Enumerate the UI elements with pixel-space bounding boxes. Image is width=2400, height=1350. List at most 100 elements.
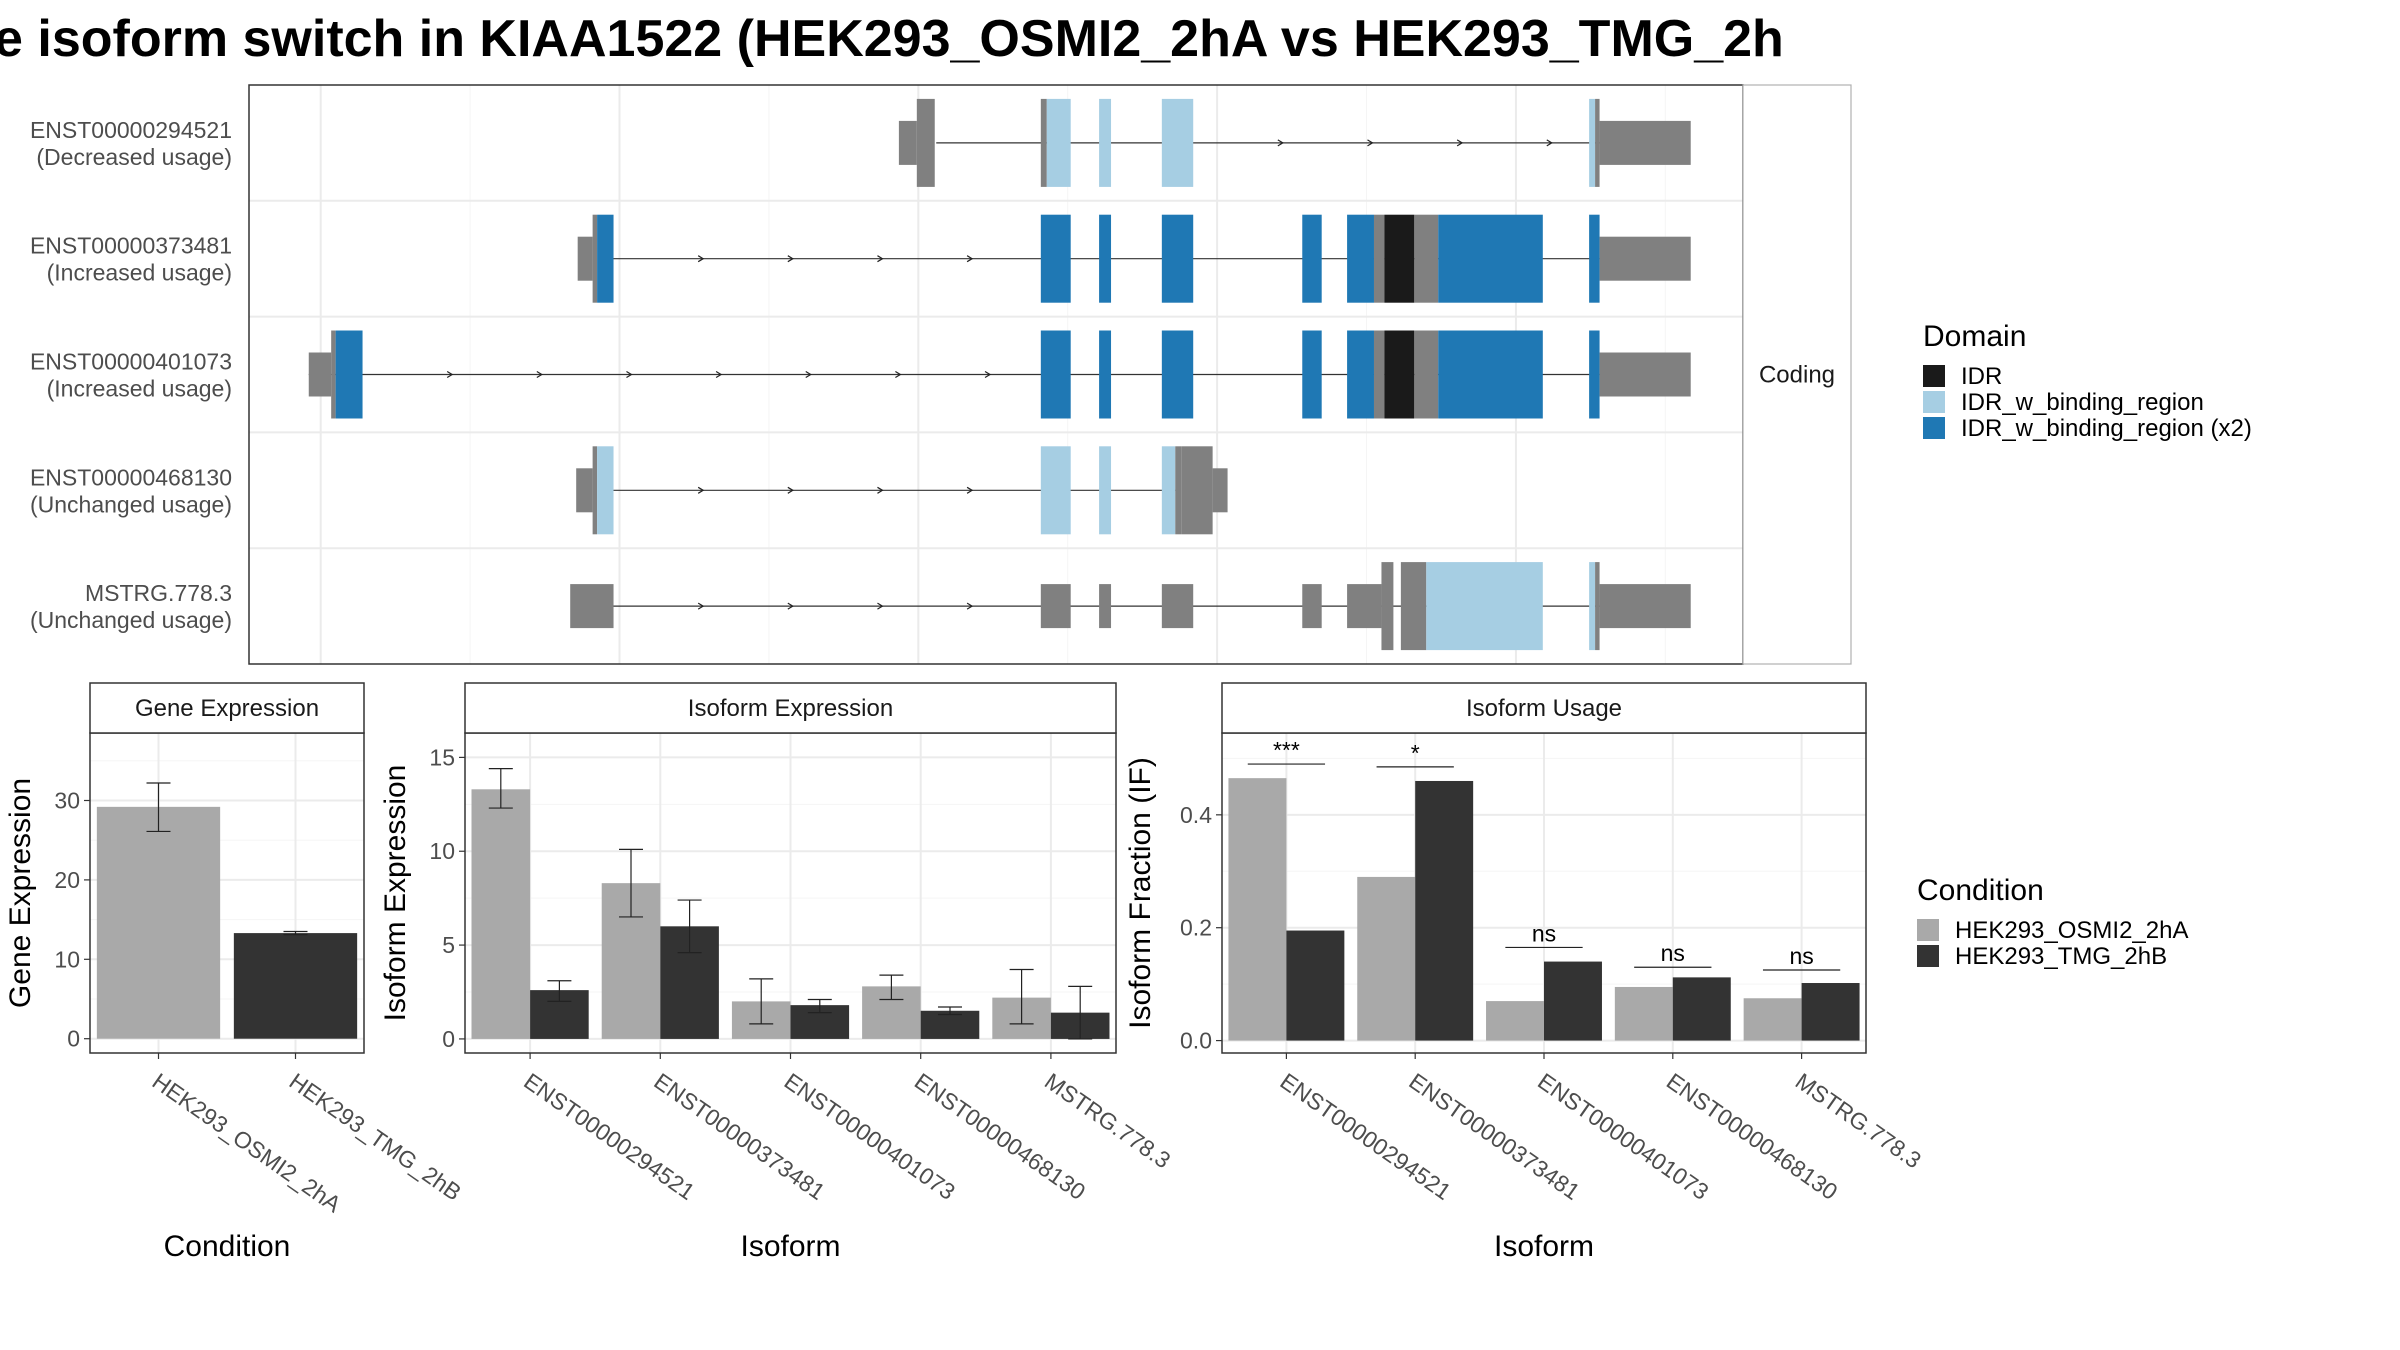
exon-block bbox=[1099, 214, 1112, 303]
bar bbox=[1614, 986, 1673, 1041]
significance-label: *** bbox=[1273, 737, 1300, 763]
transcript-usage-label: (Increased usage) bbox=[47, 376, 232, 402]
panel-strip bbox=[1221, 682, 1867, 734]
domain-legend-swatch bbox=[1923, 417, 1945, 439]
exon-block bbox=[1599, 236, 1691, 281]
exon-block bbox=[1595, 562, 1600, 651]
exon-block bbox=[335, 330, 363, 419]
exon-block bbox=[1381, 562, 1394, 651]
y-axis-title: Gene Expression bbox=[4, 778, 37, 1008]
bar bbox=[1801, 983, 1860, 1041]
significance-label: ns bbox=[1789, 943, 1813, 969]
condition-legend-swatch bbox=[1917, 945, 1939, 967]
exon-block bbox=[1040, 214, 1071, 303]
y-tick-label: 10 bbox=[54, 946, 80, 972]
exon-block bbox=[898, 120, 917, 165]
transcript-track bbox=[577, 214, 1691, 303]
intron-arrow bbox=[877, 255, 884, 263]
domain-legend: Domain IDRIDR_w_binding_regionIDR_w_bindi… bbox=[1923, 320, 2252, 442]
y-tick-label: 0 bbox=[67, 1026, 80, 1052]
x-tick-label: MSTRG.778.3 bbox=[1040, 1068, 1175, 1174]
exon-block bbox=[1438, 214, 1543, 303]
significance-label: ns bbox=[1661, 940, 1685, 966]
domain-legend-label: IDR bbox=[1961, 363, 2002, 390]
intron-arrow bbox=[984, 370, 992, 379]
transcript-id-label: MSTRG.778.3 bbox=[85, 580, 232, 606]
significance-label: * bbox=[1411, 740, 1420, 766]
panel-strip-title: Isoform Expression bbox=[688, 695, 893, 722]
transcript-usage-label: (Decreased usage) bbox=[36, 144, 232, 170]
exon-block bbox=[1302, 214, 1322, 303]
transcript-usage-label: (Unchanged usage) bbox=[30, 607, 232, 633]
condition-legend-title: Condition bbox=[1917, 874, 2044, 907]
transcript-track bbox=[308, 330, 1691, 419]
y-axis-title: Isoform Expression bbox=[379, 765, 412, 1022]
exon-block bbox=[1302, 330, 1322, 419]
intron-arrow bbox=[966, 486, 974, 494]
exon-block bbox=[1589, 562, 1596, 651]
exon-block bbox=[1347, 584, 1382, 629]
exon-block bbox=[1599, 584, 1691, 629]
exon-block bbox=[1161, 584, 1194, 629]
exon-block bbox=[1161, 446, 1176, 535]
panel-strip-title: Gene Expression bbox=[135, 695, 319, 722]
exon-block bbox=[1599, 120, 1691, 165]
transcript-id-label: ENST00000401073 bbox=[30, 349, 232, 375]
exon-block bbox=[1599, 352, 1691, 397]
panel-strip bbox=[464, 682, 1117, 734]
intron-arrow bbox=[1277, 139, 1285, 147]
y-tick-label: 5 bbox=[442, 932, 455, 958]
intron-arrow bbox=[626, 370, 633, 379]
y-tick-label: 20 bbox=[54, 867, 80, 893]
intron-arrow bbox=[805, 370, 812, 379]
bar bbox=[471, 789, 531, 1039]
bar bbox=[1544, 961, 1602, 1041]
bar bbox=[920, 1010, 980, 1039]
exon-block bbox=[1589, 214, 1600, 303]
exon-block bbox=[1040, 330, 1071, 419]
x-axis-title: Condition bbox=[164, 1230, 291, 1263]
exon-block bbox=[1595, 98, 1600, 187]
y-tick-label: 0.0 bbox=[1180, 1028, 1212, 1054]
x-tick-label: MSTRG.778.3 bbox=[1791, 1068, 1926, 1174]
y-axis-title: Isoform Fraction (IF) bbox=[1124, 757, 1157, 1029]
intron-arrow bbox=[697, 486, 705, 494]
transcript-id-label: ENST00000468130 bbox=[30, 464, 232, 490]
bar bbox=[1357, 876, 1416, 1041]
gene-structure-panel: ENST00000294521(Decreased usage) ENST0000… bbox=[30, 84, 1852, 665]
exon-block bbox=[1302, 584, 1322, 629]
domain-legend-title: Domain bbox=[1923, 320, 2026, 353]
exon-block bbox=[1384, 330, 1415, 419]
transcript-usage-label: (Increased usage) bbox=[47, 260, 232, 286]
intron-arrow bbox=[966, 255, 974, 263]
intron-arrow bbox=[1367, 139, 1374, 147]
exon-block bbox=[570, 584, 614, 629]
intron-arrow bbox=[787, 602, 794, 610]
bar bbox=[1415, 780, 1474, 1041]
facet-strip bbox=[1742, 84, 1852, 665]
bar bbox=[96, 806, 221, 1039]
intron-arrow bbox=[787, 255, 794, 263]
exon-block bbox=[1040, 446, 1071, 535]
exon-block bbox=[308, 352, 332, 397]
exon-block bbox=[1373, 214, 1385, 303]
exon-block bbox=[1589, 330, 1600, 419]
exon-block bbox=[1181, 446, 1213, 535]
bar bbox=[233, 933, 358, 1039]
exon-block bbox=[1426, 562, 1543, 651]
exon-block bbox=[597, 446, 614, 535]
bar bbox=[1672, 977, 1731, 1041]
panel-strip-title: Isoform Usage bbox=[1466, 695, 1622, 722]
exon-block bbox=[1347, 330, 1374, 419]
exon-block bbox=[1040, 584, 1071, 629]
bar bbox=[1743, 998, 1802, 1041]
intron-arrow bbox=[895, 370, 902, 379]
isoform-expression-panel: Isoform Expression051015ENST00000294521E… bbox=[379, 682, 1175, 1263]
exon-block bbox=[916, 98, 935, 187]
exon-block bbox=[1414, 330, 1439, 419]
y-tick-label: 15 bbox=[429, 744, 455, 770]
transcript-usage-label: (Unchanged usage) bbox=[30, 491, 232, 517]
exon-block bbox=[577, 236, 593, 281]
exon-block bbox=[1212, 468, 1228, 513]
y-tick-label: 0.4 bbox=[1180, 802, 1212, 828]
